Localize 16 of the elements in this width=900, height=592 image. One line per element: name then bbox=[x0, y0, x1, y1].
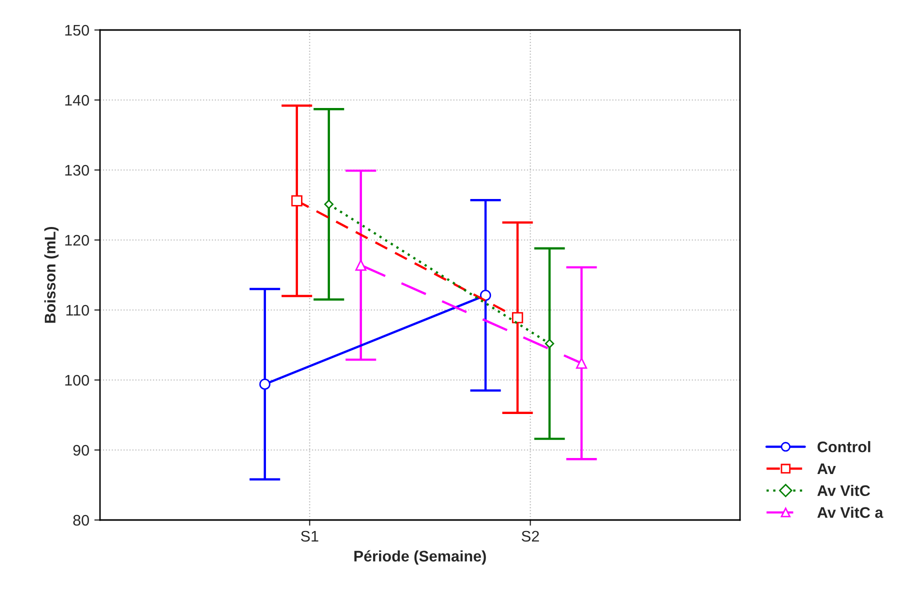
x-tick-label: S1 bbox=[301, 530, 318, 542]
y-tick-label: 130 bbox=[65, 164, 89, 176]
legend-label: Av VitC a bbox=[817, 506, 884, 518]
y-tick-label: 150 bbox=[65, 24, 89, 36]
y-tick-label: 120 bbox=[65, 234, 89, 246]
y-tick-label: 80 bbox=[73, 514, 89, 526]
legend-label: Control bbox=[818, 441, 870, 452]
y-tick-label: 110 bbox=[66, 304, 89, 316]
y-axis-title: Boisson (mL) bbox=[44, 226, 59, 323]
legend-label: Av bbox=[817, 464, 836, 474]
x-axis-title: Période (Semaine) bbox=[354, 550, 486, 565]
y-tick-label: 140 bbox=[65, 94, 89, 106]
legend-label: Av VitC bbox=[817, 484, 870, 496]
x-tick-label: S2 bbox=[522, 530, 539, 542]
y-tick-label: 100 bbox=[65, 374, 89, 386]
y-tick-label: 90 bbox=[73, 444, 89, 456]
